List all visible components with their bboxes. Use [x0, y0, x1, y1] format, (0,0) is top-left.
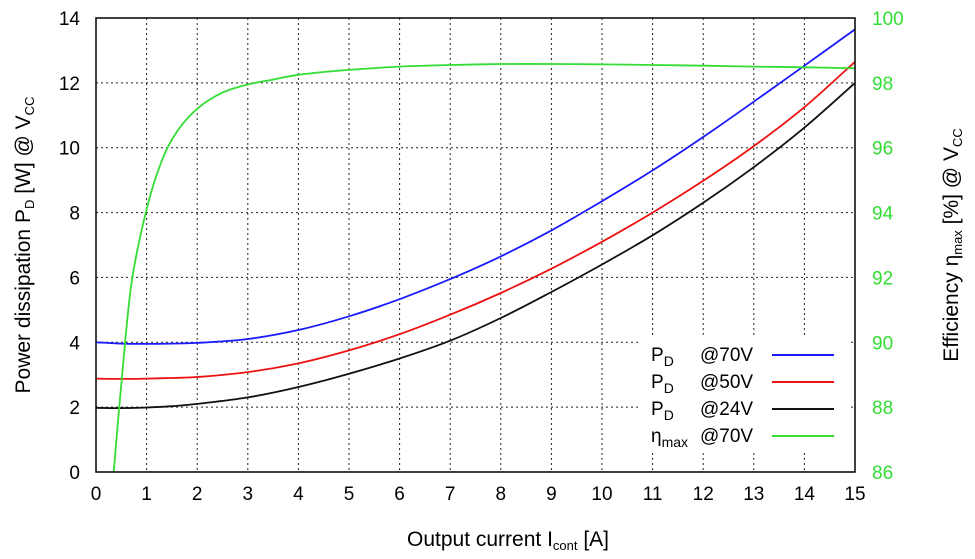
y-left-tick-labels: 0 2 4 6 8 10 12 14 — [59, 9, 81, 484]
x-tick-label-9: 9 — [546, 484, 557, 505]
x-tick-label-8: 8 — [496, 484, 507, 505]
y-left-axis-title: Power dissipation PD [W] @ VCC — [12, 97, 37, 394]
x-tick-label-13: 13 — [743, 484, 764, 505]
series-line-0 — [95, 28, 856, 345]
plot-frame — [95, 17, 856, 473]
y-left-tick-label-2: 4 — [69, 333, 80, 354]
x-tick-labels: 0 1 2 3 4 5 6 7 8 9 10 11 12 13 14 15 — [91, 484, 866, 505]
x-tick-label-14: 14 — [794, 484, 816, 505]
y-right-tick-label-3: 92 — [872, 268, 893, 289]
y-left-tick-label-1: 2 — [69, 398, 80, 419]
y-right-tick-label-0: 86 — [872, 463, 893, 484]
y-right-tick-label-5: 96 — [872, 139, 893, 160]
x-tick-label-4: 4 — [293, 484, 304, 505]
legend: PD @70V PD @50V PD @24V ηmax @70V — [651, 345, 834, 450]
y-left-tick-label-5: 10 — [59, 139, 80, 160]
y-right-tick-label-2: 90 — [872, 333, 893, 354]
x-tick-label-11: 11 — [643, 484, 663, 505]
x-tick-label-7: 7 — [445, 484, 456, 505]
series-line-3 — [112, 63, 856, 473]
x-tick-label-15: 15 — [844, 484, 865, 505]
x-tick-label-6: 6 — [394, 484, 405, 505]
legend-label-3: ηmax — [651, 426, 688, 450]
legend-voltage-2: @24V — [700, 399, 753, 420]
legend-voltage-3: @70V — [700, 426, 753, 447]
y-right-tick-label-4: 94 — [872, 204, 894, 225]
x-tick-label-1: 1 — [141, 484, 152, 505]
legend-voltage-0: @70V — [700, 345, 753, 366]
x-tick-label-5: 5 — [344, 484, 355, 505]
x-tick-label-2: 2 — [192, 484, 203, 505]
x-tick-label-0: 0 — [91, 484, 102, 505]
x-axis-title: Output current Icont [A] — [407, 528, 609, 553]
x-tick-label-12: 12 — [693, 484, 714, 505]
legend-label-2: PD — [651, 399, 674, 423]
series-line-2 — [95, 82, 856, 410]
y-right-tick-label-7: 100 — [872, 9, 904, 30]
y-right-tick-label-1: 88 — [872, 398, 893, 419]
series-line-1 — [95, 61, 856, 380]
y-left-tick-label-7: 14 — [59, 9, 81, 30]
x-tick-label-3: 3 — [243, 484, 254, 505]
legend-label-0: PD — [651, 345, 674, 369]
y-left-tick-label-4: 8 — [69, 204, 80, 225]
legend-background — [640, 338, 850, 452]
y-right-tick-label-6: 98 — [872, 74, 893, 95]
y-left-tick-label-6: 12 — [59, 74, 80, 95]
y-right-axis-title: Efficiency ηmax [%] @ VCC — [940, 128, 965, 362]
legend-label-1: PD — [651, 372, 674, 396]
y-left-tick-label-0: 0 — [69, 463, 80, 484]
legend-voltage-1: @50V — [700, 372, 753, 393]
y-right-tick-labels: 86 88 90 92 94 96 98 100 — [872, 9, 904, 484]
x-tick-label-10: 10 — [591, 484, 612, 505]
y-left-tick-label-3: 6 — [69, 268, 80, 289]
series-lines — [95, 28, 856, 473]
